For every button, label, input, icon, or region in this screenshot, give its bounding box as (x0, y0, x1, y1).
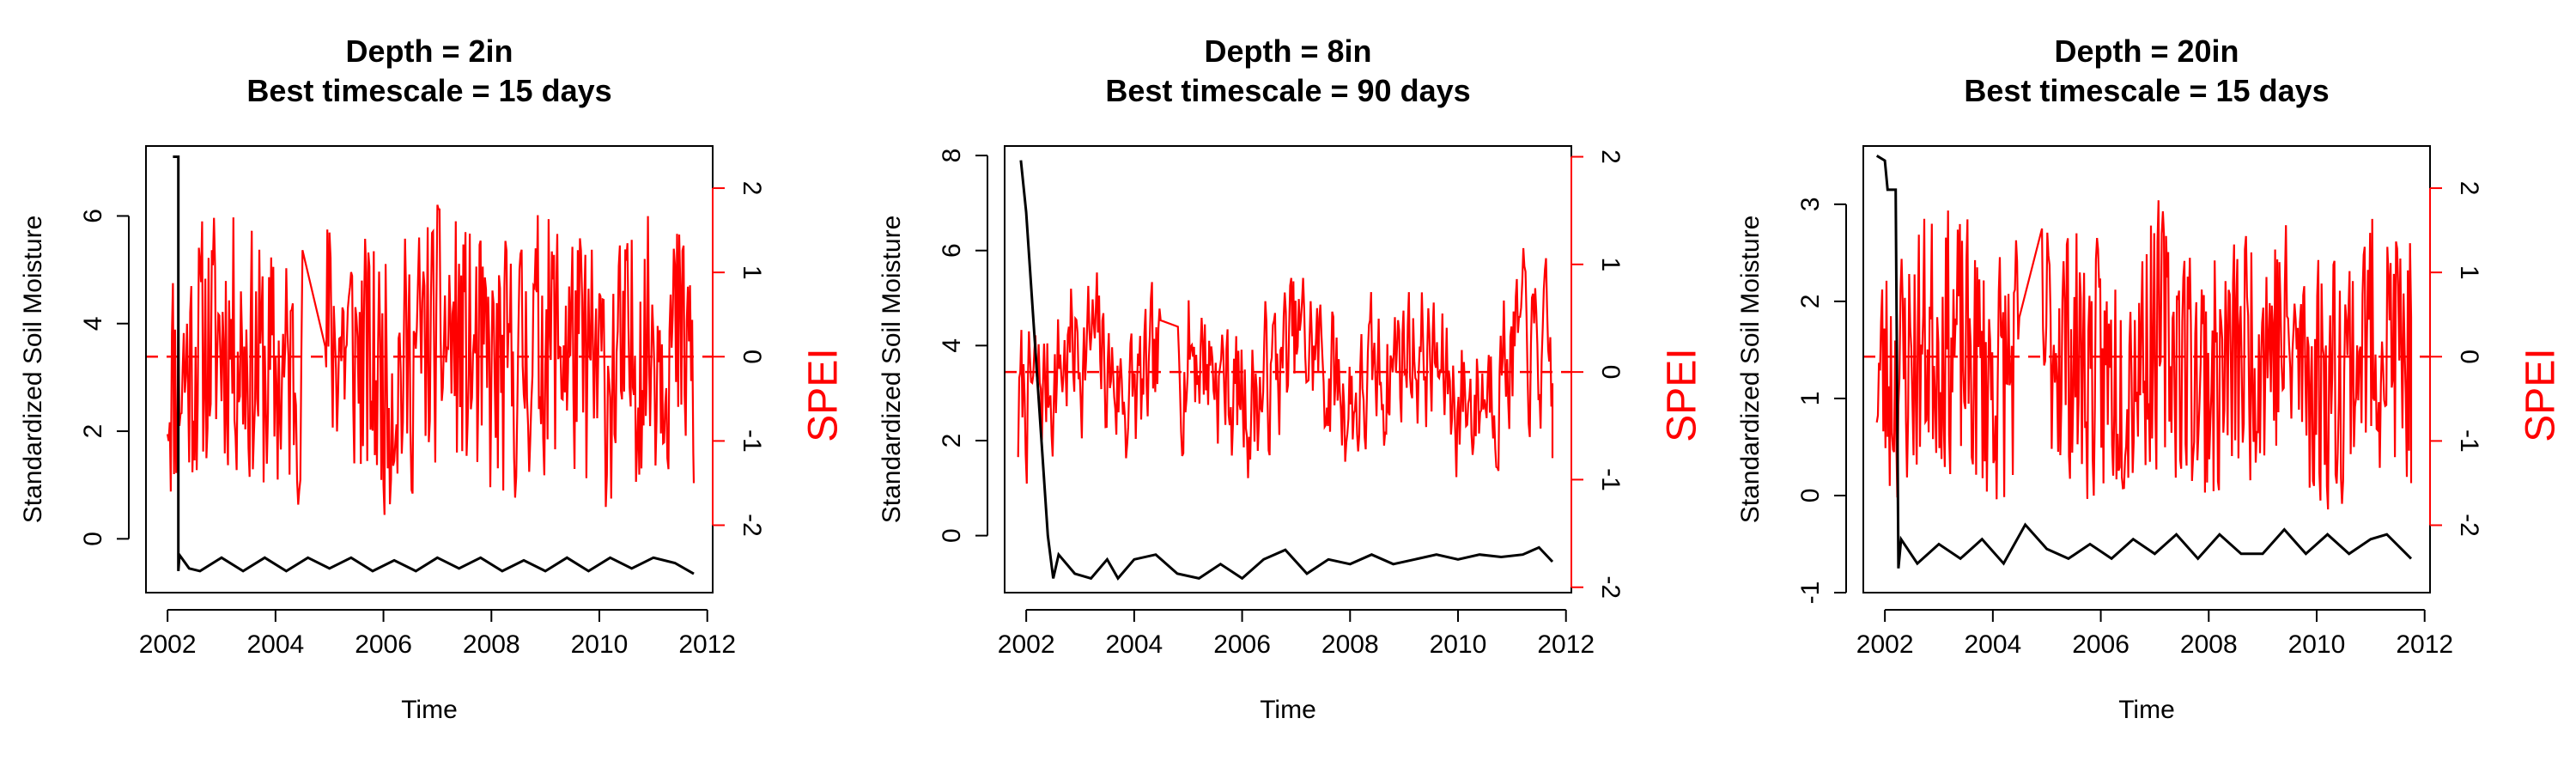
left-y-tick-label: 2 (1796, 295, 1825, 309)
spei-series-line (1017, 247, 1554, 484)
soil-moisture-series-line (1875, 155, 2413, 569)
left-y-tick-label: 2 (79, 424, 107, 439)
right-y-axis-label: SPEI (1660, 348, 1705, 441)
right-y-tick-label: 1 (738, 265, 766, 280)
x-tick-label: 2004 (1964, 630, 2021, 659)
x-tick-label: 2008 (2180, 630, 2238, 659)
left-y-tick-label: 0 (79, 532, 107, 546)
left-y-tick-label: 1 (1796, 392, 1825, 406)
soil-moisture-series-line (173, 155, 695, 575)
left-y-tick-label: 4 (938, 338, 966, 353)
right-y-tick-label: -2 (2455, 514, 2483, 537)
x-tick-label: 2008 (1321, 630, 1379, 659)
right-y-tick-label: 2 (738, 181, 766, 196)
soil-moisture-series-line (1019, 160, 1554, 581)
x-tick-label: 2006 (1213, 630, 1271, 659)
left-y-tick-label: -1 (1796, 581, 1825, 605)
right-y-tick-label: 1 (2455, 265, 2483, 280)
right-y-tick-label: -2 (738, 514, 766, 537)
x-tick-label: 2010 (2288, 630, 2346, 659)
x-tick-label: 2004 (1105, 630, 1163, 659)
x-tick-label: 2004 (246, 630, 304, 659)
right-y-tick-label: -2 (1596, 575, 1625, 599)
spei-series-line (167, 204, 696, 515)
left-y-axis-label: Standardized Soil Moisture (1736, 216, 1765, 524)
right-y-tick-label: 0 (2455, 350, 2483, 364)
right-y-tick-label: 0 (738, 350, 766, 364)
x-tick-label: 2006 (355, 630, 412, 659)
right-y-tick-label: -1 (1596, 468, 1625, 491)
x-tick-label: 2002 (1856, 630, 1914, 659)
left-y-tick-label: 4 (79, 316, 107, 331)
left-y-tick-label: 0 (1796, 489, 1825, 503)
right-y-axis-label: SPEI (2518, 348, 2564, 441)
chart-subtitle: Best timescale = 15 days (1964, 73, 2329, 108)
chart-subtitle: Best timescale = 90 days (1105, 73, 1470, 108)
x-tick-label: 2002 (998, 630, 1055, 659)
x-tick-label: 2010 (571, 630, 629, 659)
chart-title: Depth = 8in (1204, 33, 1371, 69)
left-y-tick-label: 3 (1796, 197, 1825, 211)
x-tick-label: 2010 (1430, 630, 1487, 659)
chart-title: Depth = 20in (2054, 33, 2239, 69)
x-tick-label: 2006 (2072, 630, 2129, 659)
left-y-tick-label: 8 (938, 149, 966, 163)
x-axis-label: Time (2118, 696, 2175, 724)
x-tick-label: 2012 (1537, 630, 1595, 659)
right-y-tick-label: -1 (2455, 429, 2483, 453)
x-tick-label: 2012 (2396, 630, 2453, 659)
left-y-tick-label: 0 (938, 528, 966, 543)
chart-subtitle: Best timescale = 15 days (246, 73, 611, 108)
right-y-tick-label: 2 (1596, 149, 1625, 164)
right-y-tick-label: -1 (738, 429, 766, 453)
x-tick-label: 2012 (678, 630, 736, 659)
x-tick-label: 2002 (139, 630, 197, 659)
left-y-tick-label: 6 (938, 243, 966, 258)
chart-title: Depth = 2in (345, 33, 513, 69)
right-y-tick-label: 0 (1596, 365, 1625, 380)
x-tick-label: 2008 (463, 630, 520, 659)
x-axis-label: Time (401, 696, 458, 724)
spei-series-line (1875, 200, 2413, 510)
right-y-tick-label: 1 (1596, 257, 1625, 271)
left-y-tick-label: 2 (938, 434, 966, 448)
x-axis-label: Time (1260, 696, 1316, 724)
right-y-axis-label: SPEI (801, 348, 847, 441)
left-y-tick-label: 6 (79, 209, 107, 223)
left-y-axis-label: Standardized Soil Moisture (878, 216, 906, 524)
right-y-tick-label: 2 (2455, 181, 2483, 196)
left-y-axis-label: Standardized Soil Moisture (19, 216, 47, 524)
